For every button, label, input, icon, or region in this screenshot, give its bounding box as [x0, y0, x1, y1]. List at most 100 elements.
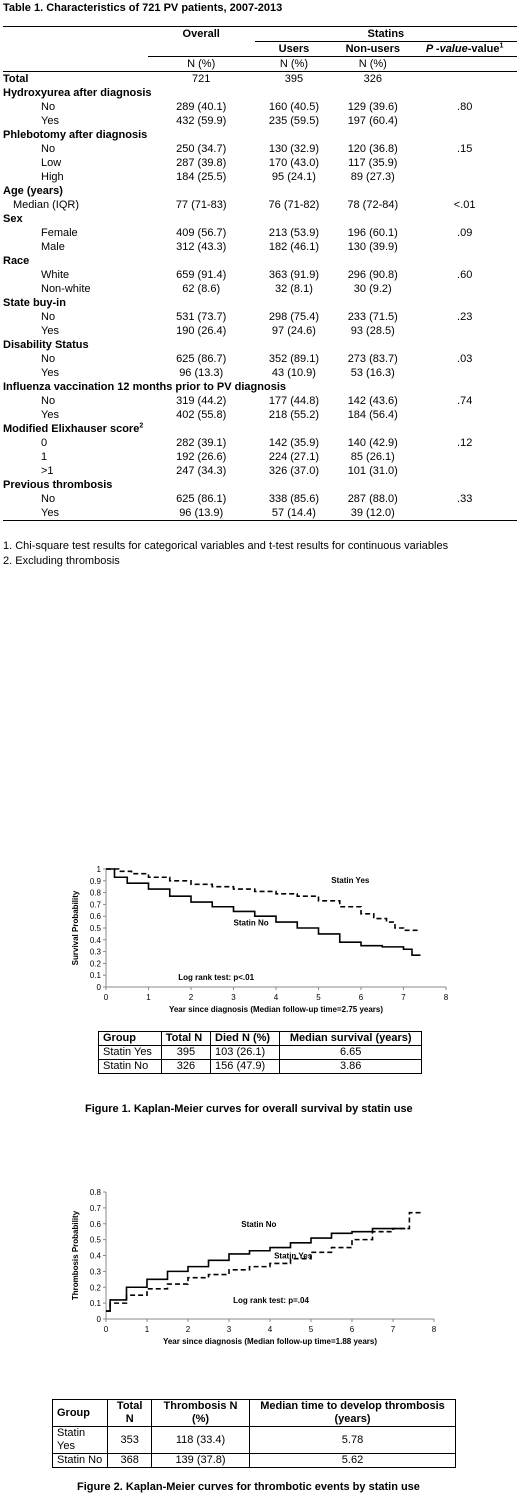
log-rank-annotation: Log rank test: p=.04: [233, 1296, 309, 1305]
table-row: Statin Yes 395 103 (26.1) 6.65: [98, 1045, 422, 1060]
table-row: Influenza vaccination 12 months prior to…: [3, 380, 517, 394]
table-row: Yes 432 (59.9) 235 (59.5) 197 (60.4): [3, 114, 517, 128]
table-title: Table 1. Characteristics of 721 PV patie…: [3, 2, 283, 14]
row-label: 0: [41, 437, 48, 449]
y-tick-label: 0.5: [90, 1236, 102, 1245]
col-median-time: Median time to develop thrombosis (years…: [249, 1399, 456, 1427]
cell-overall: 250 (34.7): [176, 143, 227, 155]
x-tick-label: 5: [316, 993, 321, 1002]
table-row: No 625 (86.1) 338 (85.6) 287 (88.0) .33: [3, 492, 517, 506]
table-row: Yes 96 (13.9) 57 (14.4) 39 (12.0): [3, 506, 517, 521]
cell-nonusers: 53 (16.3): [350, 367, 395, 379]
header-n-pct-nonusers: N (%): [333, 56, 413, 72]
cell-pvalue: [412, 114, 517, 128]
x-tick-label: 5: [309, 1325, 314, 1334]
row-label: Low: [41, 157, 62, 169]
figure-1-caption: Figure 1. Kaplan-Meier curves for overal…: [85, 1103, 413, 1115]
cell-pvalue: .15: [457, 143, 473, 155]
note-1: 1. Chi-square test results for categoric…: [3, 540, 449, 552]
y-tick-label: 0.4: [90, 936, 102, 945]
cell-users: 95 (24.1): [271, 171, 316, 183]
row-label: Yes: [41, 115, 59, 127]
log-rank-annotation: Log rank test: p<.01: [178, 973, 254, 982]
table-row: Yes 402 (55.8) 218 (55.2) 184 (56.4): [3, 408, 517, 422]
y-axis-label: Thrombosis Probability: [71, 1210, 80, 1300]
cell-nonusers: 287 (88.0): [347, 493, 398, 505]
series-line-statin-no: [106, 1227, 406, 1312]
x-tick-label: 1: [145, 1325, 150, 1334]
cell-nonusers: 93 (28.5): [350, 325, 395, 337]
cell-overall: 289 (40.1): [176, 101, 227, 113]
thrombosis-summary-table: Group Total N Thrombosis N (%) Median ti…: [51, 1399, 456, 1468]
row-label: Yes: [41, 325, 59, 337]
cell-overall: 531 (73.7): [176, 311, 227, 323]
header-nonusers: Non-users: [333, 41, 413, 57]
series-label-statin-no: Statin No: [234, 919, 269, 928]
x-tick-label: 6: [350, 1325, 355, 1334]
cell-overall: 659 (91.4): [176, 269, 227, 281]
cell-pvalue: .12: [457, 437, 473, 449]
row-label: 1: [41, 451, 48, 463]
cell-users: 182 (46.1): [268, 241, 320, 253]
x-tick-label: 8: [432, 1325, 437, 1334]
cell-overall: 432 (59.9): [176, 115, 227, 127]
cell-pvalue: .09: [457, 227, 473, 239]
x-tick-label: 0: [104, 993, 109, 1002]
header-overall: Overall: [147, 26, 255, 42]
header-pvalue: P -value-value1: [412, 41, 517, 57]
col-group: Group: [51, 1399, 109, 1427]
cell-nonusers: 326: [363, 73, 382, 85]
header-statins: Statins: [254, 26, 517, 42]
table-row: Disability Status: [3, 338, 517, 352]
table-row: Statin No 368 139 (37.8) 5.62: [51, 1453, 456, 1468]
cell-pvalue: [412, 324, 517, 338]
row-label: Total: [3, 73, 29, 85]
row-label: No: [41, 353, 56, 365]
cell-users: 43 (10.9): [271, 367, 316, 379]
col-total: Total N: [107, 1399, 152, 1427]
series-line-statin-yes: [106, 1211, 422, 1312]
cell-pvalue: [412, 170, 517, 184]
y-tick-label: 0.6: [90, 912, 102, 921]
cell-nonusers: 273 (83.7): [347, 353, 398, 365]
cell-users: 160 (40.5): [268, 101, 320, 113]
cell-nonusers: 140 (42.9): [347, 437, 398, 449]
x-tick-label: 4: [268, 1325, 273, 1334]
cell-nonusers: 129 (39.6): [347, 101, 398, 113]
cell-pvalue: [412, 464, 517, 478]
cell-overall: 96 (13.9): [147, 506, 255, 521]
series-label-statin-yes: Statin Yes: [331, 876, 370, 885]
x-tick-label: 7: [391, 1325, 396, 1334]
row-label: >1: [41, 465, 54, 477]
cell-nonusers: 39 (12.0): [333, 506, 413, 521]
table-row: Total 721 395 326: [3, 72, 517, 87]
row-section-label: Previous thrombosis: [3, 479, 113, 491]
y-tick-label: 0.3: [90, 1267, 102, 1276]
table-row: 0 282 (39.1) 142 (35.9) 140 (42.9) .12: [3, 436, 517, 450]
row-section-label: Modified Elixhauser score2: [3, 422, 144, 435]
table-row: Yes 190 (26.4) 97 (24.6) 93 (28.5): [3, 324, 517, 338]
x-tick-label: 1: [146, 993, 151, 1002]
cell-nonusers: 89 (27.3): [350, 171, 395, 183]
y-tick-label: 0.9: [90, 877, 102, 886]
row-label: No: [41, 311, 56, 323]
table-row: >1 247 (34.3) 326 (37.0) 101 (31.0): [3, 464, 517, 478]
table-row: Modified Elixhauser score2: [3, 422, 517, 436]
header-n-pct-users: N (%): [254, 56, 334, 72]
table-row: Race: [3, 254, 517, 268]
col-median-survival: Median survival (years): [279, 1031, 422, 1046]
x-tick-label: 0: [104, 1325, 109, 1334]
cell-overall: 62 (8.6): [182, 283, 221, 295]
row-section-label: Influenza vaccination 12 months prior to…: [3, 381, 286, 393]
series-line-statin-no: [106, 868, 421, 956]
row-label: No: [41, 493, 56, 505]
cell-pvalue: [412, 366, 517, 380]
note-2: 2. Excluding thrombosis: [3, 555, 120, 567]
cell-users: 352 (89.1): [268, 353, 320, 365]
cell-users: 218 (55.2): [268, 409, 320, 421]
cell-pvalue: <.01: [453, 199, 476, 211]
table-row: State buy-in: [3, 296, 517, 310]
table-row: No 250 (34.7) 130 (32.9) 120 (36.8) .15: [3, 142, 517, 156]
cell-pvalue: [412, 156, 517, 170]
cell-nonusers: 30 (9.2): [353, 283, 392, 295]
